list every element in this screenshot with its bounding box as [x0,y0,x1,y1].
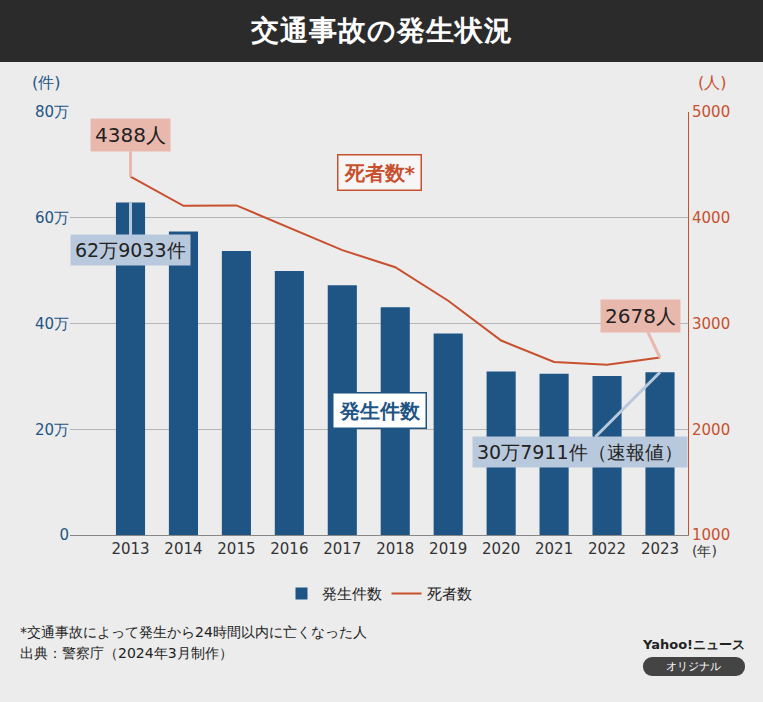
svg-text:死者数*: 死者数* [344,161,416,185]
svg-text:4388人: 4388人 [95,123,166,147]
svg-text:0: 0 [59,526,69,544]
svg-text:2023: 2023 [641,540,679,558]
html-text:Yahoo!ニュース: Yahoo!ニュース [643,637,745,652]
svg-text:20万: 20万 [35,421,69,439]
svg-text:(人): (人) [698,73,726,92]
svg-text:5000: 5000 [692,103,730,121]
svg-text:30万7911件（速報値）: 30万7911件（速報値） [477,441,683,463]
svg-text:4000: 4000 [692,209,730,227]
svg-text:60万: 60万 [35,209,69,227]
svg-text:(年): (年) [692,543,717,559]
svg-text:1000: 1000 [692,526,730,544]
svg-text:2021: 2021 [535,540,573,558]
svg-text:発生件数: 発生件数 [322,585,382,603]
svg-text:2019: 2019 [429,540,467,558]
svg-text:62万9033件: 62万9033件 [75,239,186,261]
html-text:出典：警察庁（2024年3月制作）: 出典：警察庁（2024年3月制作） [20,645,233,661]
svg-text:2013: 2013 [111,540,149,558]
svg-text:死者数: 死者数 [427,585,472,603]
svg-text:2014: 2014 [164,540,202,558]
svg-text:80万: 80万 [35,103,69,121]
svg-text:2015: 2015 [217,540,255,558]
svg-text:2016: 2016 [270,540,308,558]
svg-text:2678人: 2678人 [605,304,676,328]
svg-text:40万: 40万 [35,315,69,333]
html-text:交通事故の発生状況: 交通事故の発生状況 [250,14,513,47]
svg-text:2018: 2018 [376,540,414,558]
html-text:オリジナル: オリジナル [666,660,722,673]
svg-text:3000: 3000 [692,315,730,333]
svg-text:(件): (件) [32,73,60,92]
html-text:*交通事故によって発生から24時間以内に亡くなった人: *交通事故によって発生から24時間以内に亡くなった人 [20,624,367,640]
svg-text:発生件数: 発生件数 [339,399,421,423]
svg-text:2022: 2022 [588,540,626,558]
svg-text:2020: 2020 [482,540,520,558]
svg-text:2017: 2017 [323,540,361,558]
svg-text:2000: 2000 [692,421,730,439]
